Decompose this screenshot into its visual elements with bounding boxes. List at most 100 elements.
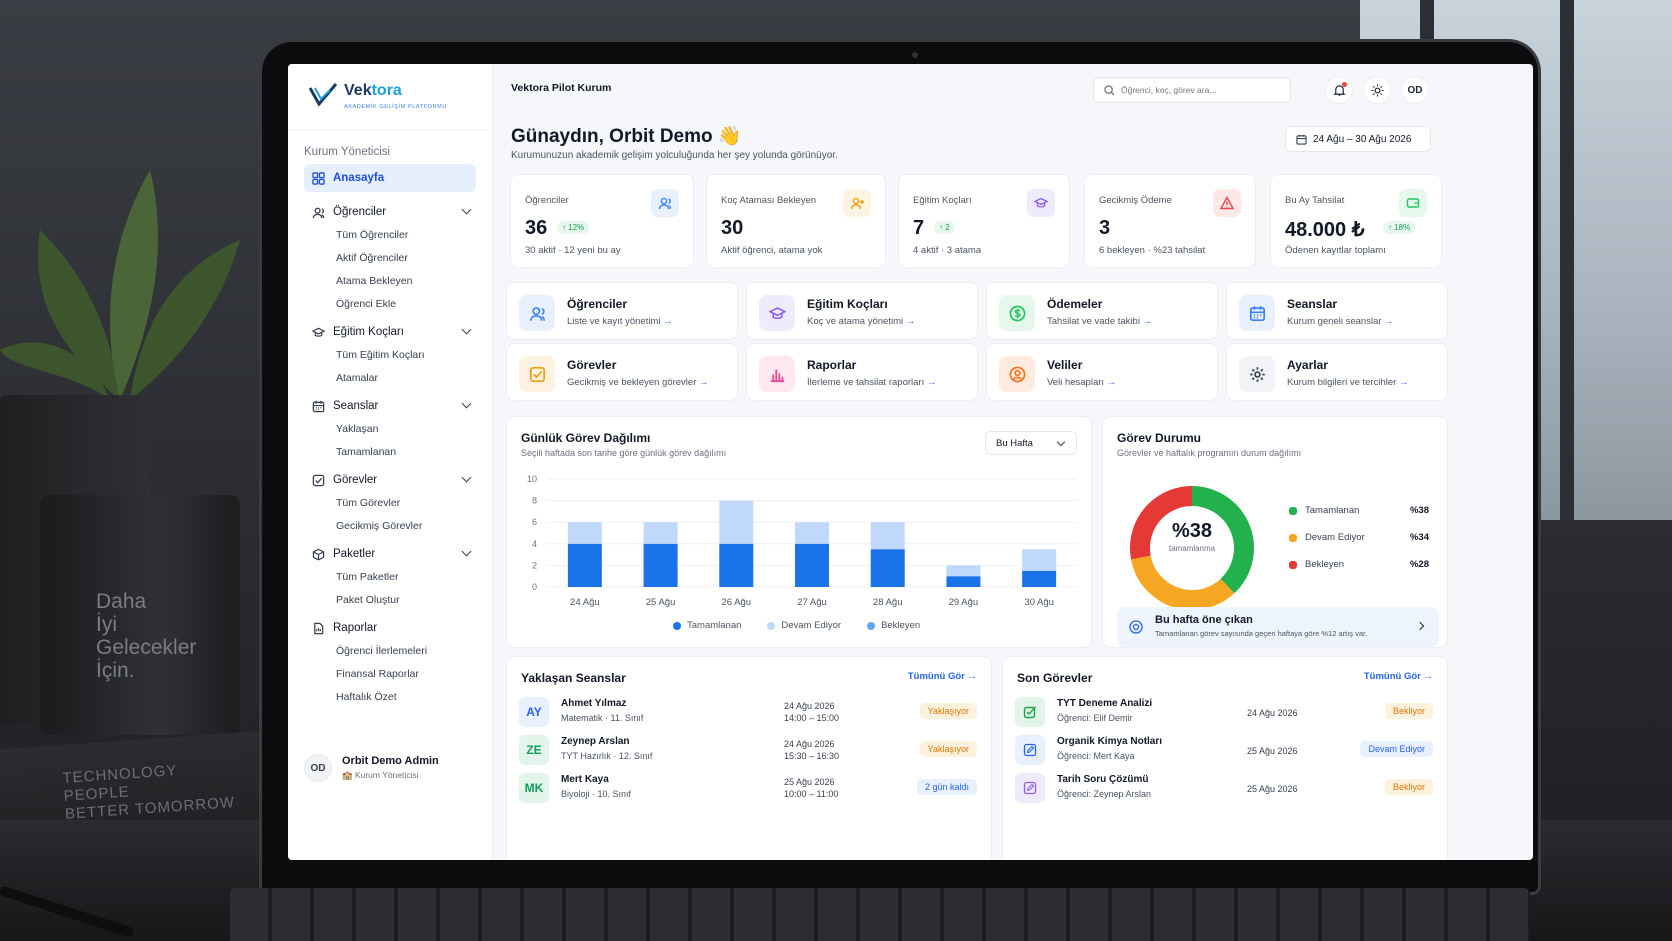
bar-devam-ediyor <box>1022 549 1057 571</box>
search-box[interactable] <box>1093 77 1291 103</box>
recent-see-all-link[interactable]: Tümünü Gör → <box>1363 671 1433 682</box>
donut-legend: Tamamlanan %38 Devam Ediyor %34 Bekleyen %28 <box>1289 497 1429 578</box>
quick-link-odemeler[interactable]: Ödemeler Tahsilat ve vade takibi → <box>986 282 1218 340</box>
sidebar-item-yaklasan[interactable]: Yaklaşan <box>336 423 379 435</box>
bar-tamamlanan <box>946 576 981 587</box>
quick-link-seanslar[interactable]: Seanslar Kurum geneli seanslar → <box>1226 282 1448 340</box>
weekly-highlight-banner[interactable]: Bu hafta öne çıkan Tamamlanan görev sayı… <box>1117 607 1439 647</box>
search-input[interactable] <box>1121 85 1271 95</box>
table-row[interactable]: MK Mert Kaya Biyoloji · 10. Sınıf 25 Ağu… <box>519 771 979 809</box>
donut-legend-item: Devam Ediyor %34 <box>1289 524 1429 551</box>
search-icon <box>1104 84 1115 96</box>
donut-segment-bekleyen <box>1130 486 1254 610</box>
users-icon <box>312 207 325 218</box>
stat-card-gecikmis-odeme[interactable]: Gecikmiş Ödeme 3 6 bekleyen · %23 tahsil… <box>1084 174 1256 268</box>
page-title: Günaydın, Orbit Demo 👋 <box>511 126 742 147</box>
date-range-picker[interactable]: 24 Ağu – 30 Ağu 2026 <box>1285 126 1431 152</box>
x-tick-label: 25 Ağu <box>646 597 676 608</box>
quick-link-title: Seanslar <box>1287 297 1338 311</box>
quick-link-veliler[interactable]: Veliler Veli hesapları → <box>986 343 1218 401</box>
bar-devam-ediyor <box>719 500 754 544</box>
quick-link-subtitle: Kurum bilgileri ve tercihler → <box>1287 377 1409 388</box>
period-select[interactable]: Bu Hafta <box>985 431 1077 455</box>
quick-link-ogrenciler[interactable]: Öğrenciler Liste ve kayıt yönetimi → <box>506 282 738 340</box>
table-row[interactable]: TYT Deneme Analizi Öğrenci: Elif Demir 2… <box>1015 695 1435 733</box>
avatar: MK <box>519 773 549 803</box>
stat-card-ogrenciler[interactable]: Öğrenciler 36 ↑ 12% 30 aktif · 12 yeni b… <box>510 174 694 268</box>
sidebar-item-aktif-ogrenciler[interactable]: Aktif Öğrenciler <box>336 252 408 264</box>
sidebar-group-toggle[interactable]: Raporlar <box>304 620 476 636</box>
sidebar-group-seanslar: Seanslar Yaklaşan Tamamlanan <box>304 398 476 460</box>
x-tick-label: 30 Ağu <box>1024 597 1054 608</box>
plant-leaves <box>0 170 240 400</box>
quick-link-title: Ayarlar <box>1287 358 1328 372</box>
sidebar-item-home[interactable]: Anasayfa <box>304 164 476 192</box>
stat-trend-badge: ↑ 18% <box>1383 221 1416 234</box>
sidebar-group-egitim-koclari: Eğitim Koçları Tüm Eğitim Koçları Atamalar <box>304 324 476 386</box>
sidebar-item-ogrenci-ilerlemeleri[interactable]: Öğrenci İlerlemeleri <box>336 645 428 657</box>
quick-link-subtitle: Liste ve kayıt yönetimi → <box>567 316 673 327</box>
arrow-right-icon: → <box>1142 316 1153 327</box>
sidebar-item-tamamlanan[interactable]: Tamamlanan <box>336 446 397 458</box>
stat-card-koc-atamasi-bekleyen[interactable]: Koç Ataması Bekleyen 30 Aktif öğrenci, a… <box>706 174 886 268</box>
sidebar-item-ogrenci-ekle[interactable]: Öğrenci Ekle <box>336 298 397 310</box>
sidebar-item-finansal-raporlar[interactable]: Finansal Raporlar <box>336 668 419 680</box>
chevron-down-icon <box>461 324 472 335</box>
quick-link-egitim-koclari[interactable]: Eğitim Koçları Koç ve atama yönetimi → <box>746 282 978 340</box>
quick-link-ayarlar[interactable]: Ayarlar Kurum bilgileri ve tercihler → <box>1226 343 1448 401</box>
sidebar: Vektora AKADEMİK GELİŞİM PLATFORMU Kurum… <box>288 64 493 860</box>
sidebar-item-tum-egitim-koclari[interactable]: Tüm Eğitim Koçları <box>336 349 425 361</box>
table-row[interactable]: Tarih Soru Çözümü Öğrenci: Zeynep Arslan… <box>1015 771 1435 809</box>
chart-legend: Tamamlanan Devam Ediyor Bekleyen <box>673 620 920 631</box>
user-plus-icon <box>850 197 864 210</box>
status-badge: 2 gün kaldı <box>916 779 977 795</box>
theme-toggle-button[interactable] <box>1363 76 1391 104</box>
sidebar-group-toggle[interactable]: Görevler <box>304 472 476 488</box>
stat-card-egitim-koclari[interactable]: Eğitim Koçları 7 ↑ 2 4 aktif · 3 atama <box>898 174 1070 268</box>
sidebar-item-tum-gorevler[interactable]: Tüm Görevler <box>336 497 401 509</box>
task-student: Öğrenci: Elif Demir <box>1057 713 1133 723</box>
sidebar-item-atama-bekleyen[interactable]: Atama Bekleyen <box>336 275 413 287</box>
quick-link-raporlar[interactable]: Raporlar İlerleme ve tahsilat raporları … <box>746 343 978 401</box>
sidebar-group-toggle[interactable]: Seanslar <box>304 398 476 414</box>
legend-item: Tamamlanan <box>673 620 741 631</box>
brand-logo[interactable]: Vektora AKADEMİK GELİŞİM PLATFORMU <box>308 82 447 110</box>
x-tick-label: 28 Ağu <box>873 597 903 608</box>
upcoming-see-all-link[interactable]: Tümünü Gör → <box>907 671 977 682</box>
table-row[interactable]: Organik Kimya Notları Öğrenci: Mert Kaya… <box>1015 733 1435 771</box>
profile-avatar-button[interactable]: OD <box>1401 76 1429 104</box>
app-screen: Vektora AKADEMİK GELİŞİM PLATFORMU Kurum… <box>288 64 1533 860</box>
stat-card-bu-ay-tahsilat[interactable]: Bu Ay Tahsilat 48.000 ₺ ↑ 18% Ödenen kay… <box>1270 174 1442 268</box>
parent-icon <box>1009 366 1025 382</box>
session-student-name: Mert Kaya <box>561 774 609 785</box>
edit-icon <box>1023 743 1037 757</box>
y-tick-label: 6 <box>532 517 537 527</box>
sidebar-item-tum-ogrenciler[interactable]: Tüm Öğrenciler <box>336 229 409 241</box>
sidebar-item-tum-paketler[interactable]: Tüm Paketler <box>336 571 399 583</box>
current-user[interactable]: OD Orbit Demo Admin 🏫 Kurum Yöneticisi <box>304 754 439 782</box>
edit-icon <box>1023 781 1037 795</box>
notifications-button[interactable] <box>1325 76 1353 104</box>
table-row[interactable]: AY Ahmet Yılmaz Matematik · 11. Sınıf 24… <box>519 695 979 733</box>
sidebar-item-haftalik-ozet[interactable]: Haftalık Özet <box>336 691 397 703</box>
quick-link-title: Öğrenciler <box>567 297 628 311</box>
sidebar-group-toggle[interactable]: Eğitim Koçları <box>304 324 476 340</box>
calendar-icon <box>1249 305 1265 321</box>
coffee-mug <box>40 495 240 735</box>
table-row[interactable]: ZE Zeynep Arslan TYT Hazırlık · 12. Sını… <box>519 733 979 771</box>
x-tick-label: 26 Ağu <box>721 597 751 608</box>
quick-link-subtitle: Kurum geneli seanslar → <box>1287 316 1394 327</box>
task-status-title: Görev Durumu <box>1117 431 1202 445</box>
stat-label: Öğrenciler <box>525 195 569 206</box>
sidebar-item-gecikmis-gorevler[interactable]: Gecikmiş Görevler <box>336 520 423 532</box>
stat-value: 3 <box>1099 217 1111 239</box>
sidebar-group-toggle[interactable]: Paketler <box>304 546 476 562</box>
y-tick-label: 4 <box>532 539 537 549</box>
daily-task-title: Günlük Görev Dağılımı <box>521 431 651 445</box>
quick-link-gorevler[interactable]: Görevler Gecikmiş ve bekleyen görevler → <box>506 343 738 401</box>
sidebar-group-toggle[interactable]: Öğrenciler <box>304 204 476 220</box>
legend-item: Devam Ediyor <box>767 620 841 631</box>
sidebar-item-paket-olustur[interactable]: Paket Oluştur <box>336 594 400 606</box>
bar-devam-ediyor <box>870 522 905 550</box>
sidebar-item-atamalar[interactable]: Atamalar <box>336 372 379 384</box>
